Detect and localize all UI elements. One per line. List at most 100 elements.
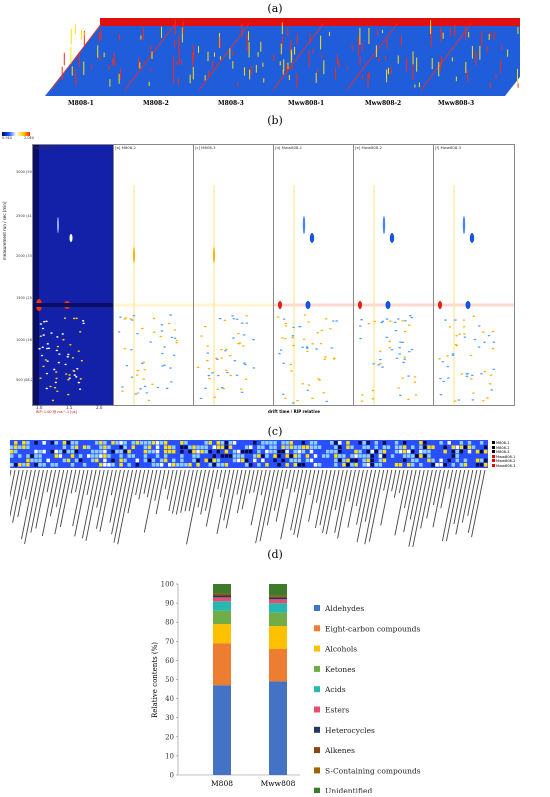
fingerprint-cell [443, 458, 447, 463]
fingerprint-cell [143, 441, 148, 445]
compound-label-mark [35, 469, 48, 529]
signal-spot [239, 388, 243, 390]
signal-spot [298, 325, 302, 328]
fingerprint-cell [103, 458, 107, 463]
signal-spot [451, 354, 455, 357]
fingerprint-cell [249, 454, 253, 458]
fingerprint-cell [42, 449, 46, 454]
fingerprint-cell [269, 445, 273, 449]
signal-spot [119, 316, 122, 318]
fingerprint-cell [249, 463, 253, 467]
fingerprint-cell [42, 458, 46, 463]
fingerprint-row-label: Mww808-3 [492, 463, 515, 469]
signal-spot [237, 342, 240, 345]
fingerprint-cell [330, 445, 334, 449]
fingerprint-cell [277, 458, 281, 463]
fingerprint-cell [78, 441, 83, 445]
fingerprint-cell [119, 449, 123, 454]
signal-spot [226, 371, 229, 374]
fingerprint-cell [261, 458, 265, 463]
fingerprint-cell [350, 458, 354, 463]
fingerprint-cell [257, 449, 261, 454]
signal-spot [235, 374, 239, 377]
signal-spot [403, 330, 407, 333]
fingerprint-cell [240, 458, 245, 463]
fingerprint-cell [103, 449, 107, 454]
signal-spot [44, 359, 47, 361]
fingerprint-cell [293, 441, 297, 445]
fingerprint-cell [265, 441, 269, 445]
signal-spot [55, 377, 58, 380]
fingerprint-cell [386, 463, 391, 467]
fingerprint-cell [26, 449, 30, 454]
signal-spot [289, 370, 293, 372]
signal-spot [67, 353, 70, 356]
compound-label-mark [280, 469, 296, 540]
fingerprint-cell [30, 449, 34, 454]
fingerprint-cell [224, 454, 229, 458]
signal-spot [252, 338, 255, 341]
fingerprint-cell [131, 454, 135, 458]
signal-spot [72, 317, 76, 320]
fingerprint-cell [317, 454, 322, 458]
fingerprint-cell [38, 454, 42, 458]
signal-spot [284, 397, 287, 399]
fingerprint-cell [220, 463, 225, 467]
y-tick-label: 40 [165, 695, 174, 703]
fingerprint-cell [330, 449, 334, 454]
fingerprint-cell [18, 458, 22, 463]
fingerprint-cell [159, 441, 164, 445]
fingerprint-cell [273, 463, 277, 467]
fingerprint-cell [216, 441, 221, 445]
fingerprint-cell [467, 463, 472, 467]
fingerprint-cell [370, 449, 374, 454]
fingerprint-cell [216, 445, 221, 449]
fingerprint-cell [212, 454, 216, 458]
legend-swatch [314, 605, 320, 611]
fingerprint-cell [204, 463, 208, 467]
spectrum-ridge [396, 18, 486, 26]
compound-label-mark [293, 469, 300, 493]
sample-label: M808-1 [68, 100, 94, 107]
signal-spot [50, 332, 53, 334]
fingerprint-cell [378, 445, 383, 449]
legend-swatch [314, 625, 320, 632]
fingerprint-cell [463, 463, 468, 467]
fingerprint-cell [14, 458, 18, 463]
fingerprint-cell [338, 445, 342, 449]
signal-spot [228, 354, 232, 357]
fingerprint-cell [423, 441, 427, 445]
fingerprint-cell [147, 449, 152, 454]
fingerprint-cell [459, 454, 464, 458]
signal-spot [389, 233, 395, 243]
fingerprint-cell [18, 449, 22, 454]
compound-label-mark [10, 469, 16, 498]
compound-label-mark [432, 469, 441, 506]
fingerprint-cell [411, 441, 415, 445]
signal-spot [407, 398, 410, 401]
compound-label-mark [99, 469, 113, 532]
subplot-title: [e] Mww808-2 [355, 145, 383, 150]
compound-label-mark [319, 469, 332, 526]
signal-spot [149, 341, 153, 343]
fingerprint-cell [34, 458, 38, 463]
fingerprint-cell [350, 454, 354, 458]
signal-spot [306, 389, 310, 392]
legend-label: Eight-carbon compounds [325, 624, 420, 633]
signal-spot [296, 399, 299, 402]
compound-label-mark [96, 469, 109, 529]
compound-label-mark [146, 469, 154, 498]
signal-spot [302, 338, 306, 340]
fingerprint-cell [82, 463, 87, 467]
spectrum-slab [415, 26, 520, 96]
fingerprint-cell [196, 463, 200, 467]
fingerprint-cell [338, 441, 342, 445]
fingerprint-cell [224, 458, 229, 463]
signal-spot [73, 374, 77, 376]
signal-spot [218, 318, 222, 320]
fingerprint-cell [439, 463, 443, 467]
signal-spot [175, 339, 179, 342]
fingerprint-cell [423, 463, 427, 467]
fingerprint-cell [301, 445, 306, 449]
fingerprint-cell [443, 445, 447, 449]
